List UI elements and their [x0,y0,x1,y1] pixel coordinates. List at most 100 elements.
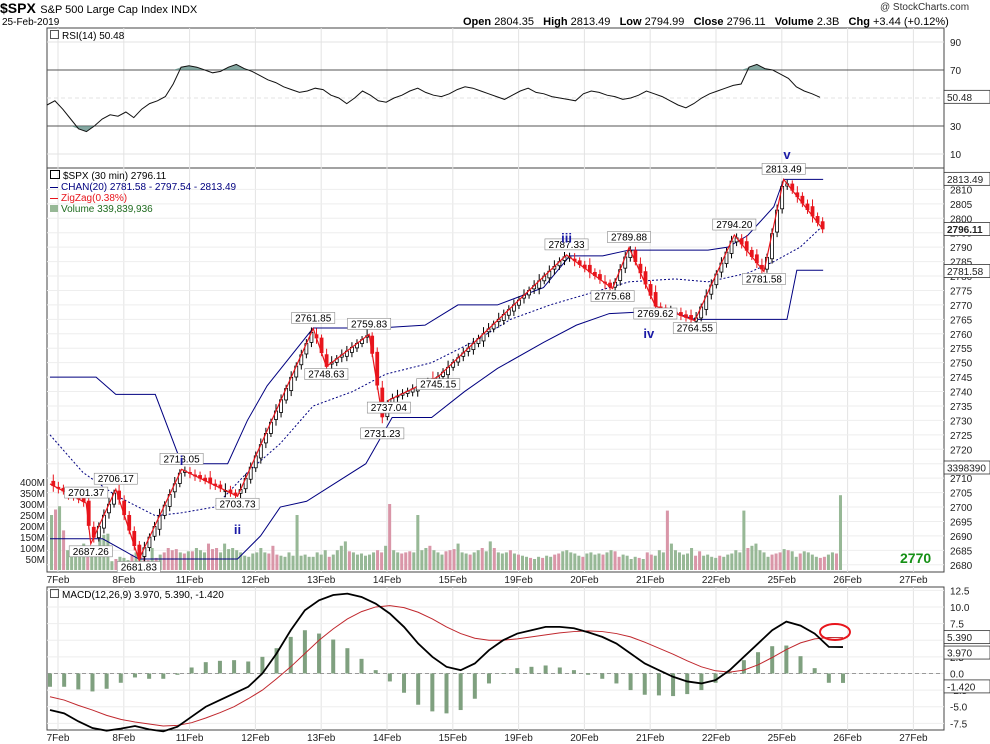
wave-label: i [180,453,184,468]
price-tick-label: 2730 [950,416,973,427]
x-tick-label: 19Feb [504,575,533,586]
macd-histogram-bar [501,673,506,674]
macd-histogram-bar [713,673,718,683]
macd-histogram-bar [671,673,676,697]
zigzag-label: 2789.88 [611,233,648,244]
macd-line [49,592,844,733]
zigzag-label-box [360,427,405,440]
volume-bar [424,548,428,570]
volume-bar [182,553,186,570]
volume-bar [826,554,830,570]
volume-bar [734,550,738,570]
zigzag-label: 2794.20 [716,220,753,231]
zigzag-label-box [366,401,411,414]
price-tick-label: 2755 [950,344,973,355]
volume-bar [400,553,404,570]
volume-bars [50,495,842,570]
high-value: 2813.49 [570,16,611,28]
volume-bar [58,506,62,570]
volume-bar [472,552,476,570]
macd-histogram-bar [175,673,180,675]
macd-histogram-bar [614,673,619,684]
volume-bar [428,545,432,570]
volume-bar [174,549,178,570]
macd-histogram-bar [359,658,364,674]
macd-histogram-bar [741,660,746,674]
wave-label: ii [234,522,241,537]
x-tick-label: 12Feb [241,575,270,586]
macd-tick-label: 0.0 [950,669,964,680]
volume-bar [227,549,231,570]
zigzag-label: 2769.62 [637,309,674,320]
volume-bar [440,554,444,570]
rsi-tick-label: 10 [950,150,962,161]
zigzag-label: 2781.58 [746,274,783,285]
volume-bar [404,552,408,570]
volume-bar [355,554,359,570]
volume-bar [190,551,194,570]
volume-bar [814,556,818,570]
volume-bar [303,554,307,570]
zigzag-label-box [68,545,113,558]
price-tick-label: 2685 [950,546,973,557]
volume-bar [408,551,412,570]
zigzag-label-box [607,231,651,243]
volume-bar [798,553,802,570]
volume-bar [569,552,573,570]
volume-bar [283,556,287,570]
x-tick-label: 25Feb [768,575,797,586]
x-tick-label: 11Feb [176,733,204,744]
volume-bar [818,557,822,570]
wave-label: iii [561,231,572,246]
volume-tick-label: 250M [20,511,45,522]
macd-tag-hist: -1.420 [947,682,976,693]
volume-bar [468,554,472,570]
x-tick-label: 21Feb [636,733,665,744]
volume-bar [617,556,621,570]
chart-date: 25-Feb-2019 [2,17,60,28]
volume-bar [549,556,553,570]
x-tick-label: 14Feb [373,575,402,586]
x-tick-label: 13Feb [307,575,336,586]
volume-bar [653,555,657,570]
big-price-label: 2770 [900,550,932,566]
volume-bar [384,545,388,570]
macd-histogram-bar [699,673,704,691]
macd-histogram-bar [288,636,293,674]
volume-bar [255,552,259,570]
x-tick-label: 12Feb [241,733,270,744]
highlight-circle [819,623,851,641]
volume-bar [110,561,114,570]
macd-legend: MACD(12,26,9) 3.970, 5.390, -1.420 [50,589,224,601]
macd-tag-signal-box [943,630,990,645]
volume-bar [669,543,673,570]
volume-tick-label: 300M [20,500,45,511]
zigzag-label: 2748.63 [308,370,345,381]
volume-bar [790,551,794,570]
volume-bar [488,541,492,570]
macd-histogram-bar [416,673,421,705]
macd-histogram-bar [203,662,208,674]
volume-bar [822,556,826,570]
price-tick-label: 2710 [950,474,973,485]
volume-bar [347,551,351,570]
price-tag-high-box [943,171,990,186]
zigzag-label-box [544,238,589,251]
volume-bar [601,554,605,570]
volume-bar [251,553,255,570]
volume-bar [279,555,283,570]
price-tick-label: 2735 [950,402,973,413]
macd-histogram-bar [189,667,194,674]
zigzag-label: 2703.73 [219,499,256,510]
volume-bar [714,557,718,570]
price-tag-close-box [943,222,990,236]
volume-bar [585,553,589,570]
volume-bar [504,552,508,570]
macd-signal-line [49,605,844,727]
volume-bar [186,551,190,570]
price-tick-label: 2775 [950,286,973,297]
zigzag-label: 2745.15 [420,380,457,391]
zigzag-label-box [347,317,392,330]
volume-bar [86,556,90,570]
